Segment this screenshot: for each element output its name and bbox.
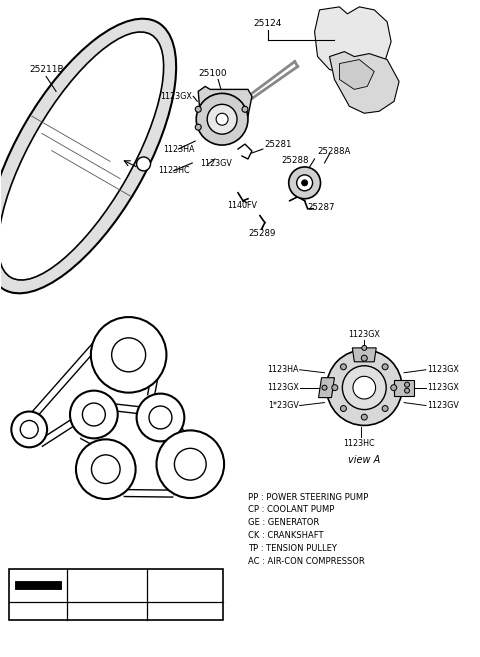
Circle shape (242, 106, 248, 112)
Circle shape (340, 405, 347, 411)
Polygon shape (198, 87, 252, 131)
Polygon shape (319, 378, 335, 397)
Circle shape (196, 93, 248, 145)
Text: AC: AC (183, 459, 197, 469)
Text: 1123GX: 1123GX (427, 365, 459, 374)
Circle shape (405, 382, 409, 387)
Polygon shape (339, 60, 374, 89)
Circle shape (83, 403, 105, 426)
Text: 1*23GV: 1*23GV (268, 401, 299, 410)
Circle shape (362, 346, 367, 350)
Circle shape (137, 394, 184, 442)
Text: 1123GX: 1123GX (427, 383, 459, 392)
Text: TP: TP (88, 409, 100, 420)
Circle shape (288, 167, 321, 199)
Text: 1123HA: 1123HA (164, 145, 195, 154)
Text: 25281: 25281 (265, 139, 292, 148)
Text: TP : TENSION PULLEY: TP : TENSION PULLEY (248, 544, 337, 553)
Circle shape (12, 411, 47, 447)
Text: 25288A: 25288A (318, 147, 351, 156)
Circle shape (195, 124, 201, 130)
Circle shape (92, 455, 120, 484)
Circle shape (353, 376, 376, 399)
Circle shape (326, 350, 402, 426)
Text: A: A (141, 160, 146, 168)
Text: 25211B: 25211B (168, 578, 202, 587)
Circle shape (340, 364, 347, 370)
Text: view A: view A (348, 455, 381, 465)
Text: 1123HC: 1123HC (344, 439, 375, 448)
Text: CP : COOLANT PUMP: CP : COOLANT PUMP (248, 505, 335, 514)
Text: 25-251A: 25-251A (88, 578, 126, 587)
Circle shape (216, 113, 228, 125)
Polygon shape (314, 7, 391, 76)
Circle shape (382, 405, 388, 411)
Circle shape (361, 355, 367, 361)
Circle shape (391, 384, 397, 391)
Text: CK : CRANKSHAFT: CK : CRANKSHAFT (248, 532, 324, 540)
Text: PP: PP (122, 350, 135, 360)
Circle shape (76, 440, 136, 499)
Polygon shape (329, 52, 399, 113)
Bar (9, 568, 223, 620)
Circle shape (342, 366, 386, 409)
Text: GE : GENERATOR: GE : GENERATOR (248, 518, 319, 528)
Circle shape (382, 364, 388, 370)
Text: PNC: PNC (176, 607, 194, 616)
Circle shape (20, 420, 38, 438)
Text: PP : POWER STEERING PUMP: PP : POWER STEERING PUMP (248, 493, 368, 501)
Polygon shape (352, 348, 376, 362)
Circle shape (207, 104, 237, 134)
Text: AC : AIR-CON COMPRESSOR: AC : AIR-CON COMPRESSOR (248, 557, 365, 566)
Text: 1123GX: 1123GX (267, 383, 299, 392)
Text: 25100: 25100 (199, 69, 228, 78)
Circle shape (301, 180, 308, 186)
Circle shape (332, 384, 338, 391)
Circle shape (112, 338, 145, 372)
Text: 1123HA: 1123HA (267, 365, 299, 374)
Circle shape (195, 106, 201, 112)
Circle shape (70, 391, 118, 438)
Circle shape (322, 385, 327, 390)
Text: 1123GV: 1123GV (200, 160, 232, 168)
Text: 1123GX: 1123GX (348, 330, 380, 340)
Circle shape (137, 157, 151, 171)
Text: 25289: 25289 (248, 229, 276, 238)
Text: 25288: 25288 (281, 156, 309, 166)
Ellipse shape (0, 32, 164, 280)
Circle shape (405, 388, 409, 393)
Circle shape (156, 430, 224, 498)
Text: TP: TP (155, 413, 167, 422)
Text: 25211B: 25211B (29, 65, 64, 74)
Text: 25124: 25124 (253, 19, 282, 28)
Text: 25287: 25287 (308, 203, 335, 212)
Circle shape (174, 448, 206, 480)
Text: CK: CK (99, 464, 113, 474)
Circle shape (297, 175, 312, 191)
Circle shape (91, 317, 167, 393)
Text: 1123HC: 1123HC (158, 166, 190, 175)
Ellipse shape (0, 18, 176, 293)
Text: 1140FV: 1140FV (227, 201, 257, 210)
Text: 1123GV: 1123GV (427, 401, 459, 410)
Circle shape (149, 406, 172, 429)
Text: GROUP NO: GROUP NO (83, 607, 131, 616)
Polygon shape (394, 380, 414, 396)
Circle shape (361, 414, 367, 420)
Text: 1123GX: 1123GX (160, 92, 192, 101)
Text: GE: GE (24, 425, 35, 434)
